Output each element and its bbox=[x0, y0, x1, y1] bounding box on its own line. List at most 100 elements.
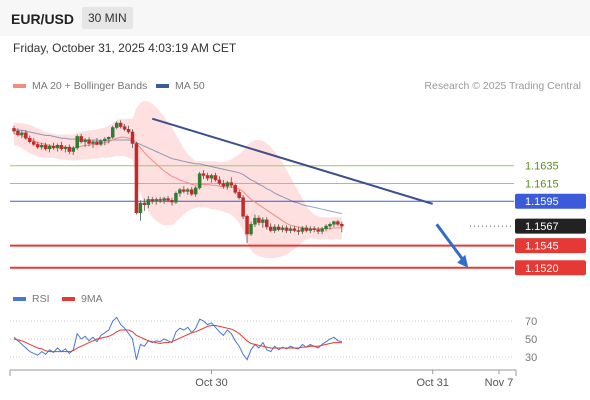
candle-body bbox=[320, 228, 324, 232]
candle bbox=[103, 137, 107, 146]
candle bbox=[292, 226, 297, 233]
candle bbox=[190, 187, 194, 196]
candle bbox=[67, 144, 72, 155]
candle bbox=[130, 129, 135, 148]
candle-body bbox=[193, 187, 198, 195]
candle-body bbox=[122, 126, 127, 130]
level-label-1.1635: 1.1635 bbox=[525, 161, 559, 173]
candle-body bbox=[47, 145, 52, 150]
candle-body bbox=[126, 129, 131, 133]
candle-body bbox=[332, 221, 336, 225]
candle bbox=[340, 221, 344, 233]
candle bbox=[16, 128, 20, 137]
candle bbox=[99, 139, 103, 147]
rsi-tick-30: 30 bbox=[525, 352, 537, 364]
candle-body bbox=[336, 221, 340, 225]
candle-body bbox=[111, 127, 115, 138]
candle bbox=[233, 183, 237, 195]
candle bbox=[221, 179, 226, 189]
candle-body bbox=[292, 228, 297, 231]
candle bbox=[12, 125, 16, 134]
candle-body bbox=[213, 175, 218, 181]
candle-body bbox=[312, 228, 316, 230]
legend-rsi: RSI bbox=[13, 293, 50, 305]
candle bbox=[265, 217, 269, 230]
candle-body bbox=[91, 141, 95, 144]
candle-body bbox=[174, 192, 178, 203]
level-badge-1.1595 bbox=[515, 193, 586, 209]
candle-body bbox=[304, 227, 309, 231]
candle bbox=[32, 138, 36, 147]
candle bbox=[142, 198, 147, 211]
candle bbox=[35, 141, 40, 149]
candle-body bbox=[59, 145, 64, 150]
candle bbox=[24, 130, 28, 140]
candle bbox=[158, 196, 162, 203]
candle-body bbox=[233, 184, 237, 193]
rsi-tick-70: 70 bbox=[525, 316, 537, 328]
candle-body bbox=[245, 216, 249, 235]
level-label-1.1520: 1.1520 bbox=[525, 263, 559, 275]
candle bbox=[43, 142, 48, 151]
candle-body bbox=[35, 144, 40, 148]
candle-body bbox=[197, 173, 202, 189]
ma50-line bbox=[13, 128, 342, 215]
candle bbox=[83, 138, 87, 148]
candle bbox=[213, 172, 218, 182]
legend-ma50-label: MA 50 bbox=[175, 80, 205, 92]
candle-body bbox=[201, 173, 206, 176]
candle-body bbox=[280, 227, 285, 230]
candle bbox=[193, 186, 198, 197]
symbol-label: EUR/USD bbox=[11, 11, 75, 27]
candle-body bbox=[265, 219, 269, 228]
level-badge-1.1567 bbox=[515, 218, 586, 234]
timeframe-button[interactable]: 30 MIN bbox=[82, 7, 133, 29]
candle-body bbox=[340, 224, 344, 227]
candle bbox=[20, 130, 24, 139]
level-label-1.1595: 1.1595 bbox=[525, 196, 559, 208]
candle-body bbox=[99, 140, 103, 145]
candle-body bbox=[75, 136, 79, 149]
candle-body bbox=[178, 189, 182, 194]
candle bbox=[55, 143, 60, 152]
candle bbox=[79, 133, 83, 144]
research-credit: Research © 2025 Trading Central bbox=[424, 80, 581, 92]
candle-body bbox=[182, 189, 186, 192]
candle bbox=[296, 226, 301, 235]
candle-body bbox=[237, 192, 241, 198]
candle-body bbox=[328, 224, 332, 227]
candle-body bbox=[79, 136, 83, 142]
candle-body bbox=[300, 227, 305, 232]
candle bbox=[276, 224, 281, 232]
candle bbox=[225, 180, 230, 190]
ma20-swatch bbox=[13, 84, 26, 89]
candle bbox=[178, 187, 182, 197]
candle-body bbox=[308, 228, 312, 231]
candle-body bbox=[162, 198, 166, 201]
candle bbox=[197, 171, 202, 190]
candle-body bbox=[134, 143, 139, 214]
candle bbox=[71, 146, 75, 156]
candle bbox=[154, 197, 158, 205]
candle bbox=[91, 139, 95, 148]
candle-body bbox=[142, 202, 147, 206]
candle-body bbox=[138, 202, 143, 214]
candle-body bbox=[118, 122, 123, 127]
candle-body bbox=[229, 182, 233, 186]
candle bbox=[324, 224, 328, 232]
candle bbox=[300, 226, 305, 235]
ma50-swatch bbox=[156, 84, 169, 89]
candle bbox=[47, 144, 52, 153]
candle bbox=[217, 176, 222, 186]
candle-body bbox=[261, 219, 265, 223]
candle bbox=[288, 226, 293, 234]
candle bbox=[304, 225, 309, 233]
candle bbox=[95, 138, 99, 146]
candle bbox=[51, 142, 56, 150]
candle bbox=[249, 221, 253, 236]
x-tick-Oct-30: Oct 30 bbox=[195, 377, 227, 389]
candle-body bbox=[95, 141, 99, 145]
candle bbox=[118, 120, 123, 129]
candle-body bbox=[51, 145, 56, 149]
